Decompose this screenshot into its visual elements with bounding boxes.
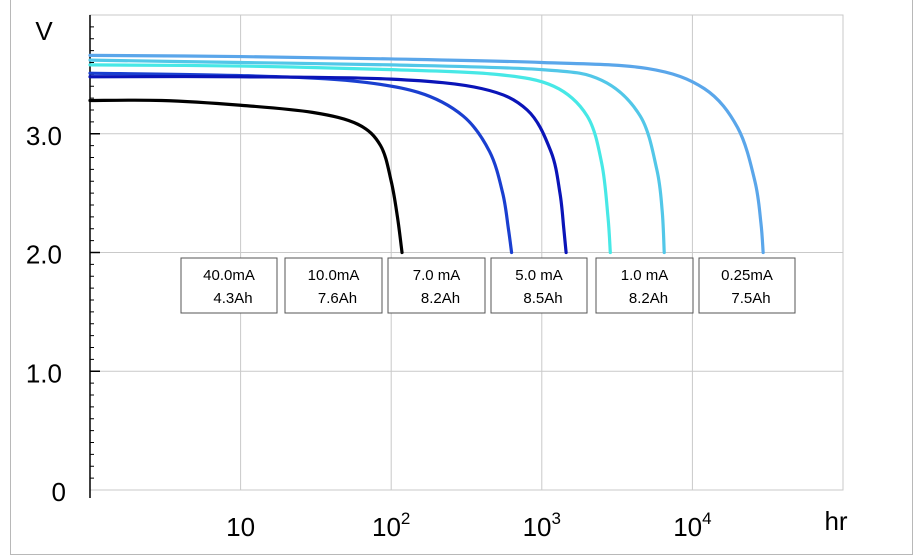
x-axis-label: hr [824, 506, 847, 536]
y-tick-label: 2.0 [26, 240, 62, 270]
label-capacity: 8.2Ah [421, 290, 460, 307]
y-tick-label: 3.0 [26, 121, 62, 151]
y-tick-label: 1.0 [26, 358, 62, 388]
series-group [90, 55, 763, 252]
label-current: 10.0mA [308, 267, 360, 284]
series-label-box-4: 1.0 mA 8.2Ah [596, 258, 693, 313]
label-current: 7.0 mA [413, 267, 461, 284]
series-line-3 [90, 65, 610, 253]
label-capacity: 7.6Ah [318, 290, 357, 307]
label-current: 0.25mA [721, 267, 773, 284]
label-current: 40.0mA [203, 267, 255, 284]
label-current: 5.0 mA [515, 267, 563, 284]
x-tick-label: 104 [673, 509, 711, 542]
label-capacity: 7.5Ah [731, 290, 770, 307]
series-label-box-2: 7.0 mA 8.2Ah [388, 258, 485, 313]
series-line-4 [90, 60, 664, 252]
x-tick-label: 103 [523, 509, 561, 542]
series-label-box-0: 40.0mA 4.3Ah [181, 258, 277, 313]
legend-boxes: 40.0mA 4.3Ah 10.0mA 7.6Ah 7.0 mA 8.2Ah 5.0 mA 8… [181, 258, 795, 313]
label-capacity: 8.2Ah [629, 290, 668, 307]
series-label-box-3: 5.0 mA 8.5Ah [491, 258, 587, 313]
series-label-box-1: 10.0mA 7.6Ah [285, 258, 382, 313]
x-tick-label: 10 [226, 512, 255, 542]
x-tick-label: 102 [372, 509, 410, 542]
y-tick-label: 0 [52, 477, 66, 507]
series-line-0 [90, 100, 402, 252]
label-current: 1.0 mA [621, 267, 669, 284]
axes [90, 15, 100, 498]
label-capacity: 4.3Ah [213, 290, 252, 307]
y-axis-label: V [35, 16, 53, 46]
series-label-box-5: 0.25mA 7.5Ah [699, 258, 795, 313]
label-capacity: 8.5Ah [523, 290, 562, 307]
